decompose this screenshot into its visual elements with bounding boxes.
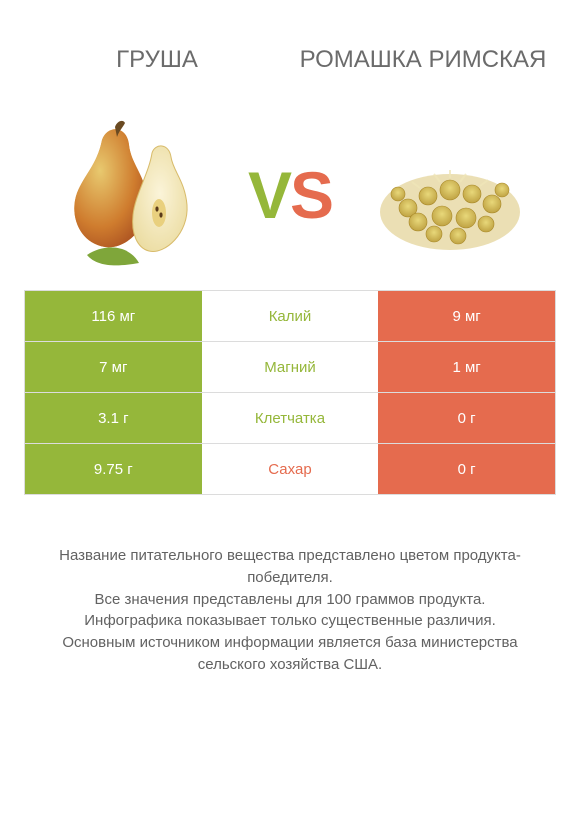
nutrient-label-cell: Калий	[202, 291, 379, 341]
footnote-line: Название питательного вещества представл…	[59, 547, 521, 586]
table-row: 116 мгКалий9 мг	[25, 290, 555, 341]
right-value-cell: 0 г	[378, 444, 555, 494]
right-title-text: РОМАШКА РИМСКАЯ	[290, 45, 556, 75]
left-value-cell: 7 мг	[25, 342, 202, 392]
left-product-title: ГРУША	[24, 45, 290, 75]
footnote-text: Название питательного вещества представл…	[24, 545, 556, 676]
vs-label: VS	[230, 162, 350, 228]
left-title-text: ГРУША	[24, 45, 290, 75]
right-value-cell: 1 мг	[378, 342, 555, 392]
footnote-line: Все значения представлены для 100 граммо…	[95, 591, 486, 608]
table-row: 7 мгМагний1 мг	[25, 341, 555, 392]
nutrient-label-cell: Клетчатка	[202, 393, 379, 443]
nutrient-label-cell: Сахар	[202, 444, 379, 494]
vs-letter-v: V	[248, 162, 290, 228]
right-value-cell: 0 г	[378, 393, 555, 443]
left-product-image	[34, 115, 230, 275]
footnote-line: Основным источником информации является …	[62, 634, 517, 673]
nutrient-label-cell: Магний	[202, 342, 379, 392]
chamomile-icon	[368, 130, 528, 260]
table-row: 9.75 гСахар0 г	[25, 443, 555, 494]
nutrient-table: 116 мгКалий9 мг7 мгМагний1 мг3.1 гКлетча…	[24, 290, 556, 495]
right-value-cell: 9 мг	[378, 291, 555, 341]
title-row: ГРУША РОМАШКА РИМСКАЯ	[24, 20, 556, 100]
left-value-cell: 116 мг	[25, 291, 202, 341]
footnote-line: Инфографика показывает только существенн…	[84, 612, 496, 629]
hero-row: VS	[24, 100, 556, 290]
left-value-cell: 9.75 г	[25, 444, 202, 494]
right-product-image	[350, 130, 546, 260]
right-product-title: РОМАШКА РИМСКАЯ	[290, 45, 556, 75]
vs-letter-s: S	[290, 162, 332, 228]
pear-icon	[57, 115, 207, 275]
left-value-cell: 3.1 г	[25, 393, 202, 443]
table-row: 3.1 гКлетчатка0 г	[25, 392, 555, 443]
